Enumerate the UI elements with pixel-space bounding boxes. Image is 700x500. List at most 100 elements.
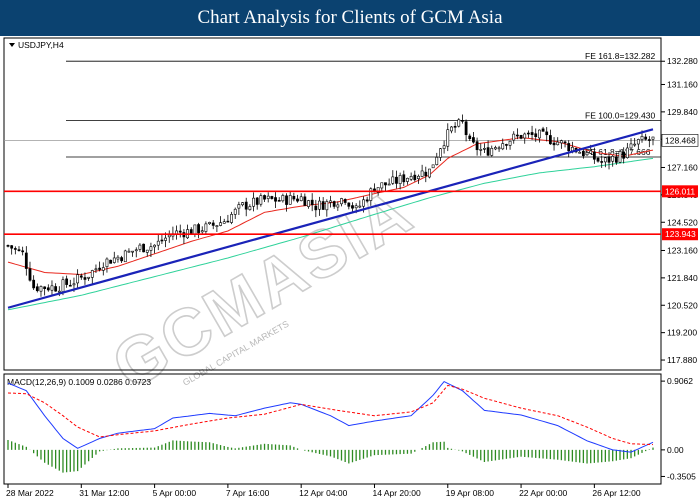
candle-body [233, 208, 237, 215]
candle-body [167, 234, 171, 238]
fib-extension-label: FE 61.8=127.666 [585, 147, 651, 157]
candle-body [68, 284, 72, 287]
macd-signal-line [7, 384, 654, 446]
candle-body [277, 200, 281, 202]
candle-body [376, 187, 380, 193]
time-axis: 28 Mar 2022 31 Mar 12:00 5 Apr 00:00 7 Apr … [6, 484, 641, 498]
candle-body [453, 126, 457, 128]
candle-body [428, 168, 431, 178]
candle-body [570, 147, 574, 152]
candle-body [395, 176, 398, 184]
candle-body [156, 240, 160, 246]
candle-body [431, 164, 435, 169]
x-tick-label: 22 Apr 00:00 [519, 488, 567, 498]
candle-body [178, 230, 182, 233]
candle-body [299, 196, 303, 202]
candle-body [61, 279, 65, 292]
candle-body [603, 157, 607, 163]
candle-body [241, 202, 244, 206]
candle-body [567, 143, 571, 152]
macd-y-tick-label: 0.00 [667, 445, 684, 455]
symbol-label: USDJPY,H4 [18, 40, 64, 50]
macd-panel-border [3, 373, 662, 485]
candle-body [13, 248, 17, 250]
candle-body [622, 151, 626, 159]
candle-body [486, 147, 490, 156]
y-tick-label: 131.160 [667, 79, 698, 89]
main-price-panel: USDJPY,H4132.280131.160129.840128.520127… [3, 37, 699, 371]
candle-body [402, 174, 406, 183]
candle-body [483, 147, 486, 150]
candle-body [94, 268, 98, 271]
candle-body [134, 249, 138, 252]
candle-body [380, 182, 384, 189]
candle-body [358, 205, 362, 208]
candle-body [24, 252, 28, 269]
candle-body [274, 197, 277, 202]
candle-body [629, 143, 633, 149]
watermark-text: GCMASIA [100, 173, 425, 403]
candle-body [332, 201, 336, 207]
candle-body [398, 175, 402, 184]
candle-body [259, 195, 263, 205]
candle-body [354, 205, 358, 209]
candle-body [387, 183, 391, 186]
candle-body [578, 151, 582, 154]
candle-body [439, 148, 442, 158]
candle-body [442, 145, 446, 149]
candle-body [541, 128, 545, 132]
candle-body [145, 249, 149, 253]
candle-body [391, 176, 395, 184]
candle-body [270, 196, 274, 199]
candle-body [138, 244, 142, 250]
candle-body [87, 276, 91, 279]
support-price-tag [662, 185, 698, 198]
candle-body [600, 161, 604, 163]
candle-body [464, 121, 468, 136]
candle-body [523, 133, 527, 139]
candle-body [596, 157, 600, 162]
candle-body [490, 148, 494, 156]
candle-body [647, 139, 651, 141]
main-panel-border [3, 37, 662, 371]
candle-body [208, 222, 211, 225]
candle-body [534, 133, 538, 138]
candle-body [424, 171, 428, 177]
candle-body [160, 239, 164, 242]
slow-moving-average-line [7, 157, 654, 311]
candle-body [636, 139, 640, 145]
candle-body [318, 200, 321, 210]
candle-body [527, 132, 530, 135]
x-tick-label: 19 Apr 08:00 [446, 488, 494, 498]
candle-body [417, 175, 420, 179]
y-tick-label: 127.160 [667, 162, 698, 172]
candle-body [255, 197, 259, 205]
candle-body [625, 147, 629, 159]
x-tick-label: 12 Apr 04:00 [299, 488, 347, 498]
candle-body [204, 223, 208, 232]
candle-body [651, 136, 655, 140]
candle-body [519, 134, 523, 139]
candle-body [303, 196, 307, 206]
candle-body [112, 257, 116, 263]
candle-body [420, 170, 424, 177]
macd-y-tick-label: -0.3505 [667, 471, 696, 481]
support-price-label: 126.011 [665, 186, 695, 196]
candle-body [362, 199, 365, 207]
candle-body [409, 176, 413, 180]
candle-body [581, 150, 585, 157]
candle-body [413, 174, 417, 181]
candle-body [252, 197, 255, 207]
candle-body [450, 126, 453, 132]
candle-body [90, 270, 94, 278]
candle-body [505, 144, 508, 146]
candle-body [98, 267, 102, 270]
candle-body [611, 156, 615, 162]
candle-body [644, 136, 648, 140]
x-tick-label: 31 Mar 12:00 [79, 488, 129, 498]
candle-body [475, 141, 479, 151]
candle-body [39, 286, 43, 292]
candle-body [435, 157, 439, 165]
candle-body [365, 199, 369, 202]
